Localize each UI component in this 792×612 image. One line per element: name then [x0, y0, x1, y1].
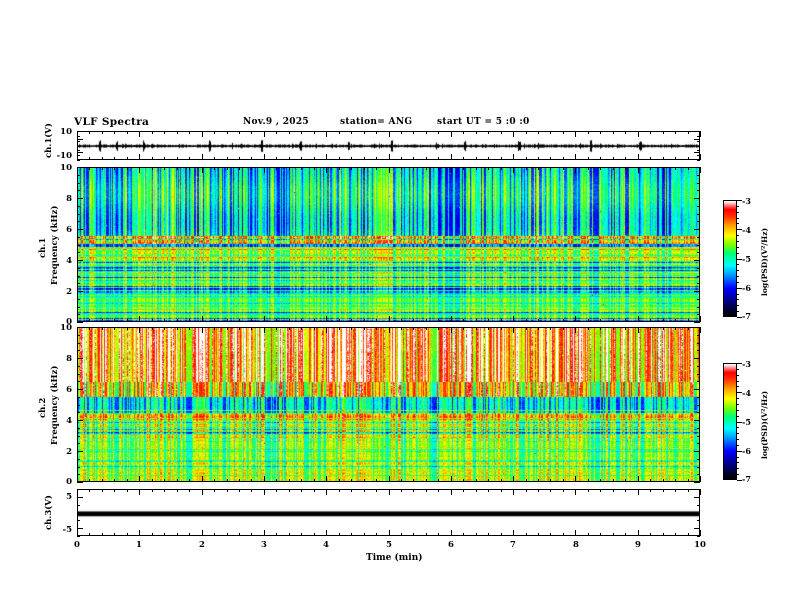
colorbar-ch1-tick-neg6: -6 — [742, 283, 751, 293]
ytick-ch1w-10: 10 — [60, 127, 72, 137]
xtick-3: 3 — [261, 540, 267, 550]
xtick-1: 1 — [136, 540, 142, 550]
ytick-ch2s-6: 6 — [66, 385, 72, 395]
panel-ch1-spectrogram — [77, 167, 700, 322]
panel-ch2-spec-ylabel-line2: Frequency (kHz) — [50, 365, 60, 445]
colorbar-ch2-tick-neg6: -6 — [742, 446, 751, 456]
colorbar-ch2-tick-neg7: -7 — [742, 474, 751, 484]
ytick-ch1s-0: 0 — [66, 317, 72, 327]
plot-title: VLF Spectra — [74, 116, 150, 128]
xaxis-label: Time (min) — [366, 553, 423, 563]
ytick-ch2s-10: 10 — [60, 323, 72, 333]
xtick-7: 7 — [510, 540, 516, 550]
panel-ch1-spec-ylabel-line1: ch.1 — [38, 237, 48, 258]
plot-date: Nov.9 , 2025 — [243, 117, 309, 127]
panel-ch3-waveform — [77, 489, 700, 536]
ytick-ch3w-5: 5 — [66, 492, 72, 502]
xtick-10: 10 — [694, 540, 706, 550]
colorbar-ch2-tick-neg3: -3 — [742, 359, 751, 369]
colorbar-ch1 — [723, 200, 737, 317]
panel-ch1-spec-ylabel-line2: Frequency (kHz) — [50, 205, 60, 285]
colorbar-ch1-tick-neg5: -5 — [742, 254, 751, 264]
colorbar-ch2-tick-neg4: -4 — [742, 388, 751, 398]
ytick-ch1s-4: 4 — [66, 256, 72, 266]
plot-start-ut: start UT = 5 :0 :0 — [437, 117, 530, 127]
colorbar-ch2-tick-neg5: -5 — [742, 417, 751, 427]
colorbar-ch1-tick-neg3: -3 — [742, 196, 751, 206]
colorbar-ch1-tick-neg7: -7 — [742, 311, 751, 321]
ytick-ch1s-2: 2 — [66, 287, 72, 297]
plot-station: station= ANG — [340, 117, 413, 127]
ytick-ch2s-4: 4 — [66, 416, 72, 426]
ytick-ch1s-6: 6 — [66, 225, 72, 235]
ytick-ch1w-neg10: -10 — [56, 151, 72, 161]
ytick-ch2s-0: 0 — [66, 477, 72, 487]
colorbar-ch2 — [723, 363, 737, 480]
ytick-ch1s-8: 8 — [66, 194, 72, 204]
ytick-ch3w-neg5: -5 — [62, 525, 72, 535]
panel-ch2-spec-ylabel-line1: ch.2 — [38, 397, 48, 418]
panel-ch2-spectrogram — [77, 327, 700, 482]
xtick-4: 4 — [323, 540, 329, 550]
xtick-6: 6 — [448, 540, 454, 550]
xtick-0: 0 — [74, 540, 80, 550]
ytick-ch2s-2: 2 — [66, 447, 72, 457]
xtick-5: 5 — [386, 540, 392, 550]
xtick-2: 2 — [199, 540, 205, 550]
colorbar-ch1-label: log(PSD)(V²/Hz) — [760, 227, 769, 296]
colorbar-ch1-tick-neg4: -4 — [742, 225, 751, 235]
ytick-ch2s-8: 8 — [66, 354, 72, 364]
xtick-8: 8 — [573, 540, 579, 550]
colorbar-ch2-label: log(PSD)(V²/Hz) — [760, 390, 769, 459]
ytick-ch1s-10: 10 — [60, 163, 72, 173]
xtick-9: 9 — [635, 540, 641, 550]
